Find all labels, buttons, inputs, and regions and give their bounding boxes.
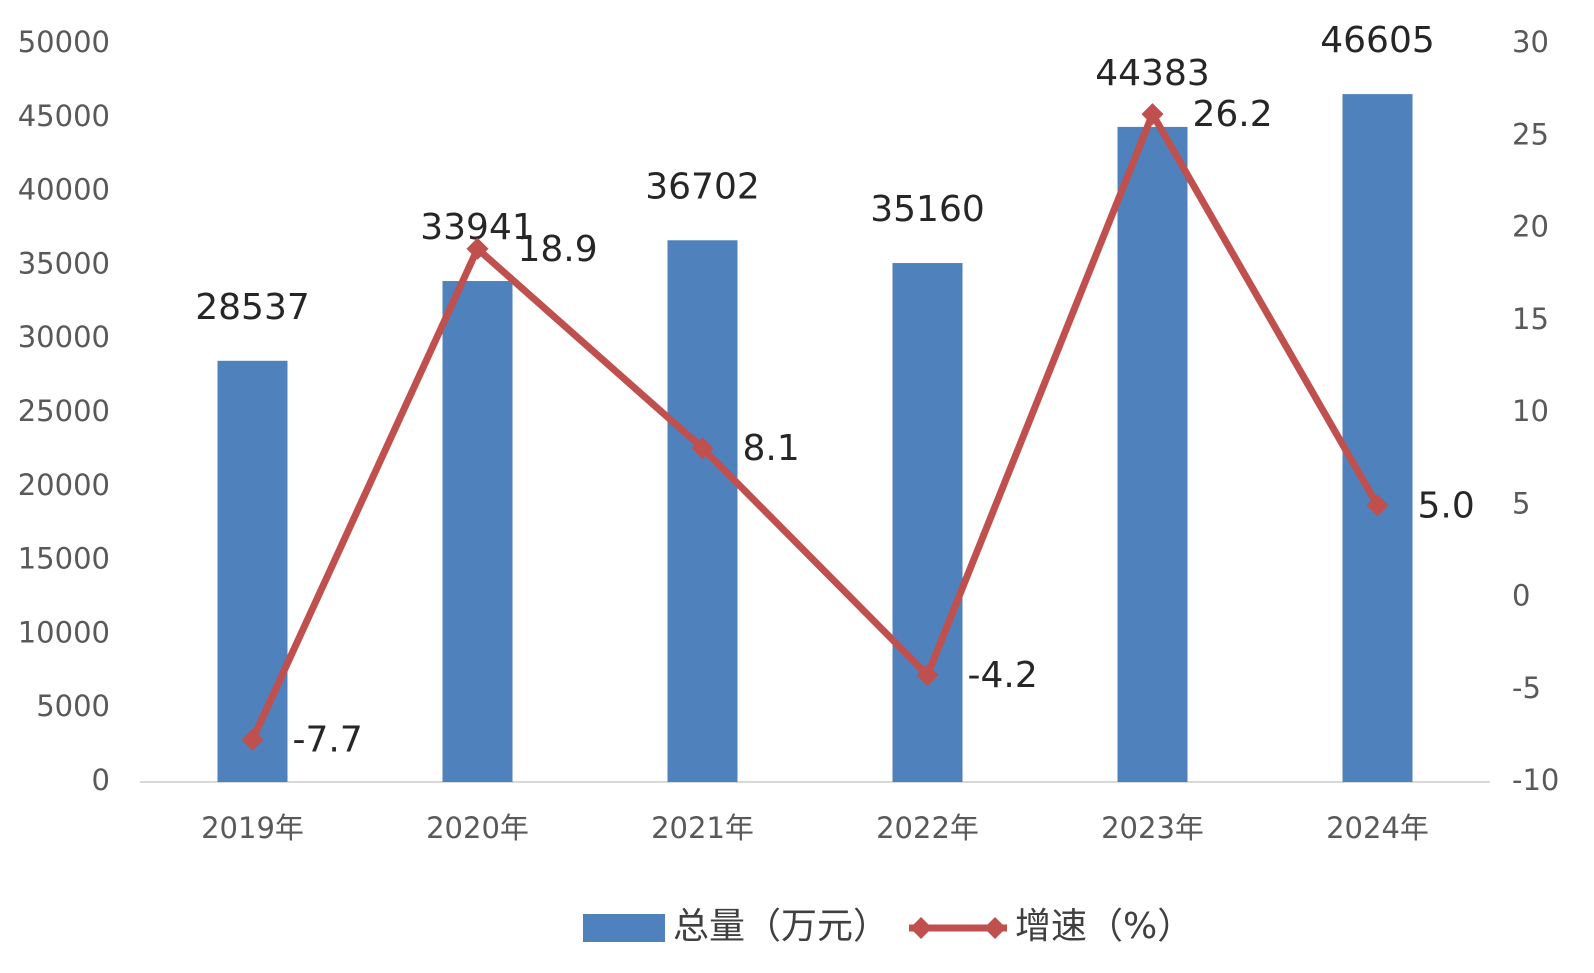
x-tick-label: 2022年 xyxy=(876,811,979,845)
bar xyxy=(1342,94,1413,782)
legend-swatch-marker xyxy=(984,917,1007,939)
y-tick-label: 30000 xyxy=(18,320,110,354)
line-marker xyxy=(1366,494,1389,517)
data-label: 26.2 xyxy=(1193,94,1273,135)
bar xyxy=(667,240,738,783)
y2-tick-label: 15 xyxy=(1512,302,1549,336)
y-tick-label: 35000 xyxy=(18,246,110,280)
line-marker xyxy=(241,728,264,751)
y2-tick-label: 5 xyxy=(1512,486,1530,520)
data-label: 5.0 xyxy=(1418,485,1475,526)
legend-label: 增速（%） xyxy=(1015,906,1193,947)
y2-tick-label: 0 xyxy=(1512,579,1530,613)
y-tick-label: 5000 xyxy=(36,689,110,723)
y-tick-label: 15000 xyxy=(18,542,110,576)
y-tick-label: 45000 xyxy=(18,99,110,133)
bar xyxy=(217,360,288,782)
y2-tick-label: 20 xyxy=(1512,210,1549,244)
y-tick-label: 40000 xyxy=(18,173,110,207)
y2-tick-label: -5 xyxy=(1512,671,1541,705)
y2-tick-label: -10 xyxy=(1512,763,1559,797)
data-label: 28537 xyxy=(195,287,310,328)
data-label: 18.9 xyxy=(518,229,598,270)
data-label: -4.2 xyxy=(968,655,1038,696)
y2-tick-label: 30 xyxy=(1512,25,1549,59)
x-tick-label: 2019年 xyxy=(201,811,304,845)
legend-label: 总量（万元） xyxy=(673,906,889,947)
y-tick-label: 0 xyxy=(92,763,110,797)
data-label: -7.7 xyxy=(293,720,363,761)
data-label: 36702 xyxy=(645,166,760,207)
x-tick-label: 2021年 xyxy=(651,811,754,845)
y-tick-label: 20000 xyxy=(18,468,110,502)
bar xyxy=(442,281,513,782)
legend-swatch xyxy=(583,914,665,942)
legend-swatch-marker xyxy=(910,917,933,939)
x-tick-label: 2023年 xyxy=(1101,811,1204,845)
line-marker xyxy=(916,663,939,686)
x-tick-label: 2024年 xyxy=(1326,811,1429,845)
x-tick-label: 2020年 xyxy=(426,811,529,845)
line-marker xyxy=(466,237,489,260)
y2-tick-label: 25 xyxy=(1512,117,1549,151)
y2-tick-label: 10 xyxy=(1512,394,1549,428)
data-label: 44383 xyxy=(1095,53,1210,94)
y-tick-label: 25000 xyxy=(18,394,110,428)
data-label: 8.1 xyxy=(743,428,800,469)
data-label: 46605 xyxy=(1320,20,1435,61)
line-marker xyxy=(691,437,714,460)
bar xyxy=(892,263,963,782)
data-label: 35160 xyxy=(870,189,985,230)
y-tick-label: 10000 xyxy=(18,615,110,649)
line xyxy=(249,110,1381,742)
y-tick-label: 50000 xyxy=(18,25,110,59)
line-marker xyxy=(1141,103,1164,126)
bar xyxy=(1117,126,1188,782)
